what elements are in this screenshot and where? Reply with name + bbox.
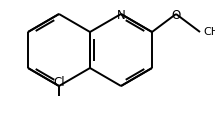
Text: N: N — [117, 9, 125, 22]
Text: Cl: Cl — [53, 76, 65, 89]
Text: O: O — [171, 9, 181, 22]
Text: CH₃: CH₃ — [203, 27, 215, 37]
